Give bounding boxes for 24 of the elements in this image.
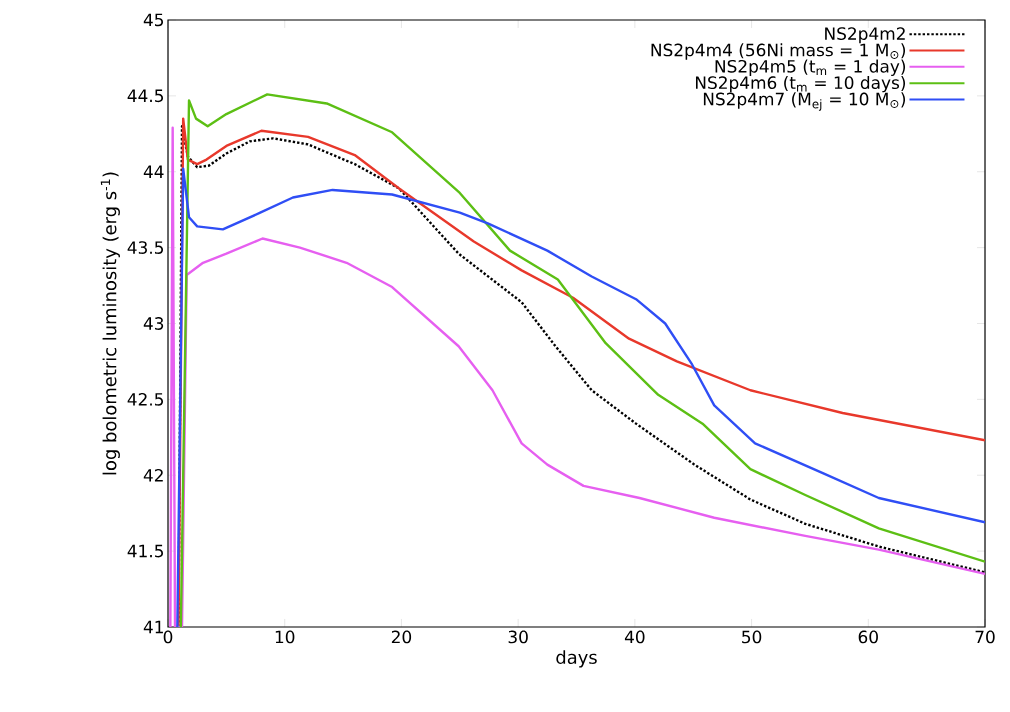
legend-label: NS2p4m4 (56Ni mass = 1 M$_{⊙}$) <box>651 43 906 60</box>
legend-label: NS2p4m7 (M$_{ej}$ = 10 M$_{⊙}$) <box>703 92 906 111</box>
y-tick-label: 44.5 <box>127 89 163 103</box>
x-axis-title: days <box>556 650 597 668</box>
y-tick-label: 44 <box>143 165 164 178</box>
x-tick-label: 10 <box>275 630 295 644</box>
y-tick-label: 42.5 <box>127 392 163 406</box>
y-tick-label: 45 <box>143 13 164 27</box>
y-tick-label: 41 <box>143 620 163 634</box>
x-tick-label: 30 <box>508 630 528 644</box>
y-axis-title: log bolometric luminosity (erg s$^{-1}$) <box>100 172 120 475</box>
x-tick-label: 70 <box>975 630 995 644</box>
legend-label: NS2p4m5 (t$_{m}$ = 1 day) <box>715 59 906 76</box>
y-tick-label: 43.5 <box>127 241 163 255</box>
x-tick-label: 20 <box>391 630 412 644</box>
y-tick-label: 43 <box>143 317 164 330</box>
legend-label: NS2p4m6 (t$_{m}$ = 10 days) <box>695 75 906 93</box>
y-tick-label: 41.5 <box>127 544 163 558</box>
y-tick-label: 42 <box>143 468 163 482</box>
x-tick-label: 50 <box>742 630 762 644</box>
x-tick-label: 40 <box>624 630 645 644</box>
legend-label: NS2p4m2 <box>825 27 905 44</box>
x-tick-label: 0 <box>163 630 173 644</box>
x-tick-label: 60 <box>858 630 878 644</box>
